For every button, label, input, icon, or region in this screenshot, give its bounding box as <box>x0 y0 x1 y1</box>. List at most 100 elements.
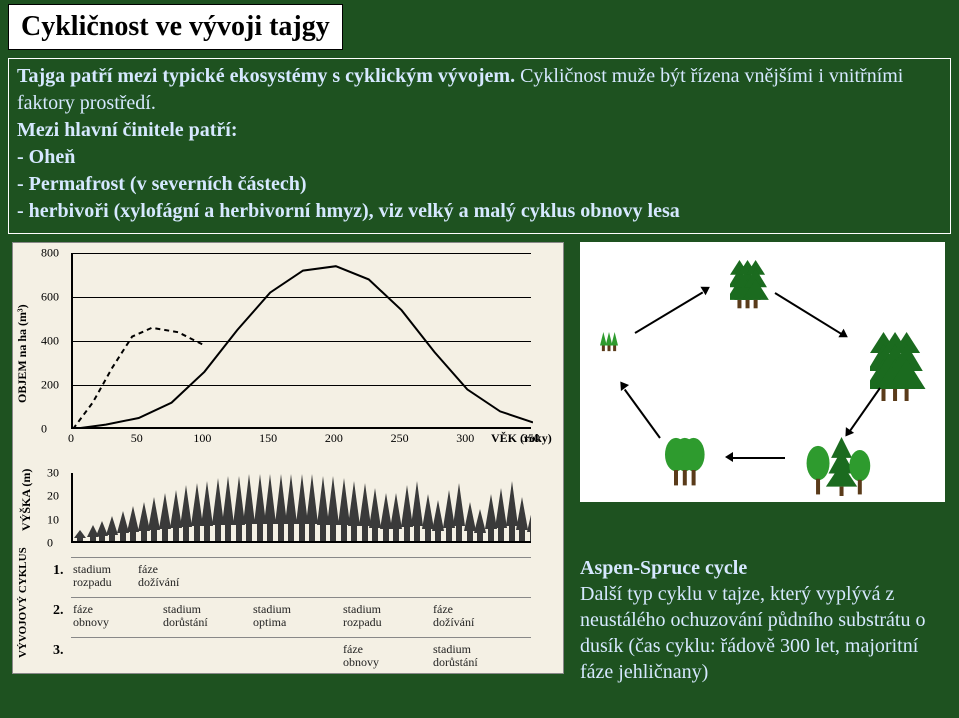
height-y-label: VÝŠKA (m) <box>19 469 34 531</box>
intro-item-0: - Oheň <box>17 144 942 171</box>
tree-silhouette <box>194 526 200 541</box>
tree-silhouette <box>498 528 504 541</box>
cycle-arrow <box>634 291 703 334</box>
cycle-node-seedling <box>600 332 632 360</box>
volume-xtick: 50 <box>131 431 143 446</box>
cycle-row-number: 2. <box>53 603 64 619</box>
conifer-icon <box>870 332 936 404</box>
tree-silhouette <box>488 529 494 541</box>
volume-ytick: 0 <box>41 422 47 437</box>
cycle-arrow <box>733 457 785 459</box>
tree-silhouette <box>456 526 462 541</box>
height-plot <box>71 473 531 543</box>
tree-silhouette <box>204 526 210 541</box>
cycle-rows-label: VÝVOJOVÝ CYKLUS <box>17 547 29 658</box>
height-ytick: 10 <box>47 512 59 527</box>
mixed-forest-icon <box>805 437 873 500</box>
cycle-stage-label: stadiumoptima <box>253 603 291 628</box>
tree-silhouette <box>77 538 83 541</box>
volume-xtick: 300 <box>456 431 474 446</box>
tree-silhouette <box>267 524 273 541</box>
caption-heading: Aspen-Spruce cycle <box>580 555 945 581</box>
conifer-icon <box>730 260 776 310</box>
tree-silhouette <box>435 531 441 542</box>
tree-silhouette <box>162 529 168 541</box>
volume-xtick: 150 <box>259 431 277 446</box>
tree-silhouette <box>446 528 452 541</box>
tree-silhouette <box>130 532 136 541</box>
page-title: Cykličnost ve vývoji tajgy <box>21 11 330 43</box>
tree-silhouette <box>509 526 515 541</box>
tree-silhouette <box>530 532 531 541</box>
volume-xtick: 0 <box>68 431 74 446</box>
intro-box: Tajga patří mezi typické ekosystémy s cy… <box>8 58 951 234</box>
tree-silhouette <box>109 535 115 541</box>
cycle-node-mixed <box>805 437 873 505</box>
tree-silhouette <box>141 531 147 541</box>
tree-silhouette <box>215 525 221 541</box>
intro-item-2: - herbivoři (xylofágní a herbivorní hmyz… <box>17 198 942 225</box>
intro-line2: Mezi hlavní činitele patří: <box>17 117 942 144</box>
tree-silhouette <box>173 528 179 541</box>
tree-silhouette <box>467 531 473 541</box>
cycle-stage-label: fázeobnovy <box>343 643 379 668</box>
volume-ytick: 400 <box>41 334 59 349</box>
cycle-stage-label: fázeobnovy <box>73 603 109 628</box>
cycle-stage-label: fázedožívání <box>433 603 474 628</box>
intro-item-1: - Permafrost (v severních částech) <box>17 171 942 198</box>
cycle-stage-label: stadiumdorůstání <box>163 603 208 628</box>
arrow-head-icon <box>725 452 733 462</box>
height-ytick: 30 <box>47 466 59 481</box>
volume-xtick: 200 <box>325 431 343 446</box>
seedling-icon <box>600 332 632 355</box>
tree-silhouette <box>404 527 410 541</box>
caption-body: Další typ cyklu v tajze, který vyplývá z… <box>580 581 945 685</box>
height-ytick: 0 <box>47 536 53 551</box>
tree-silhouette <box>257 524 263 541</box>
cycle-node-broadleaf <box>665 437 718 495</box>
tree-silhouette <box>120 533 126 541</box>
tree-silhouette <box>183 527 189 541</box>
height-ytick: 20 <box>47 489 59 504</box>
tree-silhouette <box>151 530 157 541</box>
tree-silhouette <box>383 529 389 541</box>
tree-silhouette <box>425 529 431 541</box>
title-box: Cykličnost ve vývoji tajgy <box>8 4 343 50</box>
cycle-caption: Aspen-Spruce cycle Další typ cyklu v taj… <box>580 555 945 685</box>
cycle-row-number: 3. <box>53 643 64 659</box>
tree-silhouette <box>330 525 336 541</box>
tree-silhouette <box>477 533 483 541</box>
broadleaf-icon <box>665 437 718 490</box>
volume-ytick: 800 <box>41 246 59 261</box>
cycle-arrow <box>849 387 881 432</box>
volume-ytick: 200 <box>41 378 59 393</box>
x-axis-label: VĚK (roky) <box>491 431 552 446</box>
volume-xtick: 100 <box>193 431 211 446</box>
aspen-spruce-cycle-diagram <box>580 242 945 502</box>
tree-silhouette <box>519 530 525 541</box>
cycle-node-conifer <box>730 260 776 315</box>
arrow-head-icon <box>616 379 629 391</box>
cycle-arrow <box>624 389 661 439</box>
tree-silhouette <box>309 524 315 541</box>
forest-cycle-chart: OBJEM na ha (m³) 0200400600800 050100150… <box>12 242 564 674</box>
tree-silhouette <box>341 525 347 541</box>
intro-line1: Tajga patří mezi typické ekosystémy s cy… <box>17 63 942 117</box>
arrow-head-icon <box>839 329 851 342</box>
cycle-stage-label: stadiumrozpadu <box>343 603 382 628</box>
tree-silhouette <box>288 524 294 541</box>
volume-y-label: OBJEM na ha (m³) <box>15 304 30 403</box>
tree-silhouette <box>90 537 96 541</box>
cycle-stage-label: stadiumdorůstání <box>433 643 478 668</box>
volume-ytick: 600 <box>41 290 59 305</box>
cycle-stage-label: stadiumrozpadu <box>73 563 112 588</box>
tree-silhouette <box>351 526 357 541</box>
tree-silhouette <box>299 524 305 541</box>
tree-silhouette <box>246 524 252 541</box>
cycle-stage-label: fázedožívání <box>138 563 179 588</box>
tree-silhouette <box>99 536 105 541</box>
cycle-arrow <box>774 292 841 335</box>
tree-silhouette <box>225 525 231 541</box>
cycle-row-number: 1. <box>53 563 64 579</box>
tree-silhouette <box>278 524 284 541</box>
